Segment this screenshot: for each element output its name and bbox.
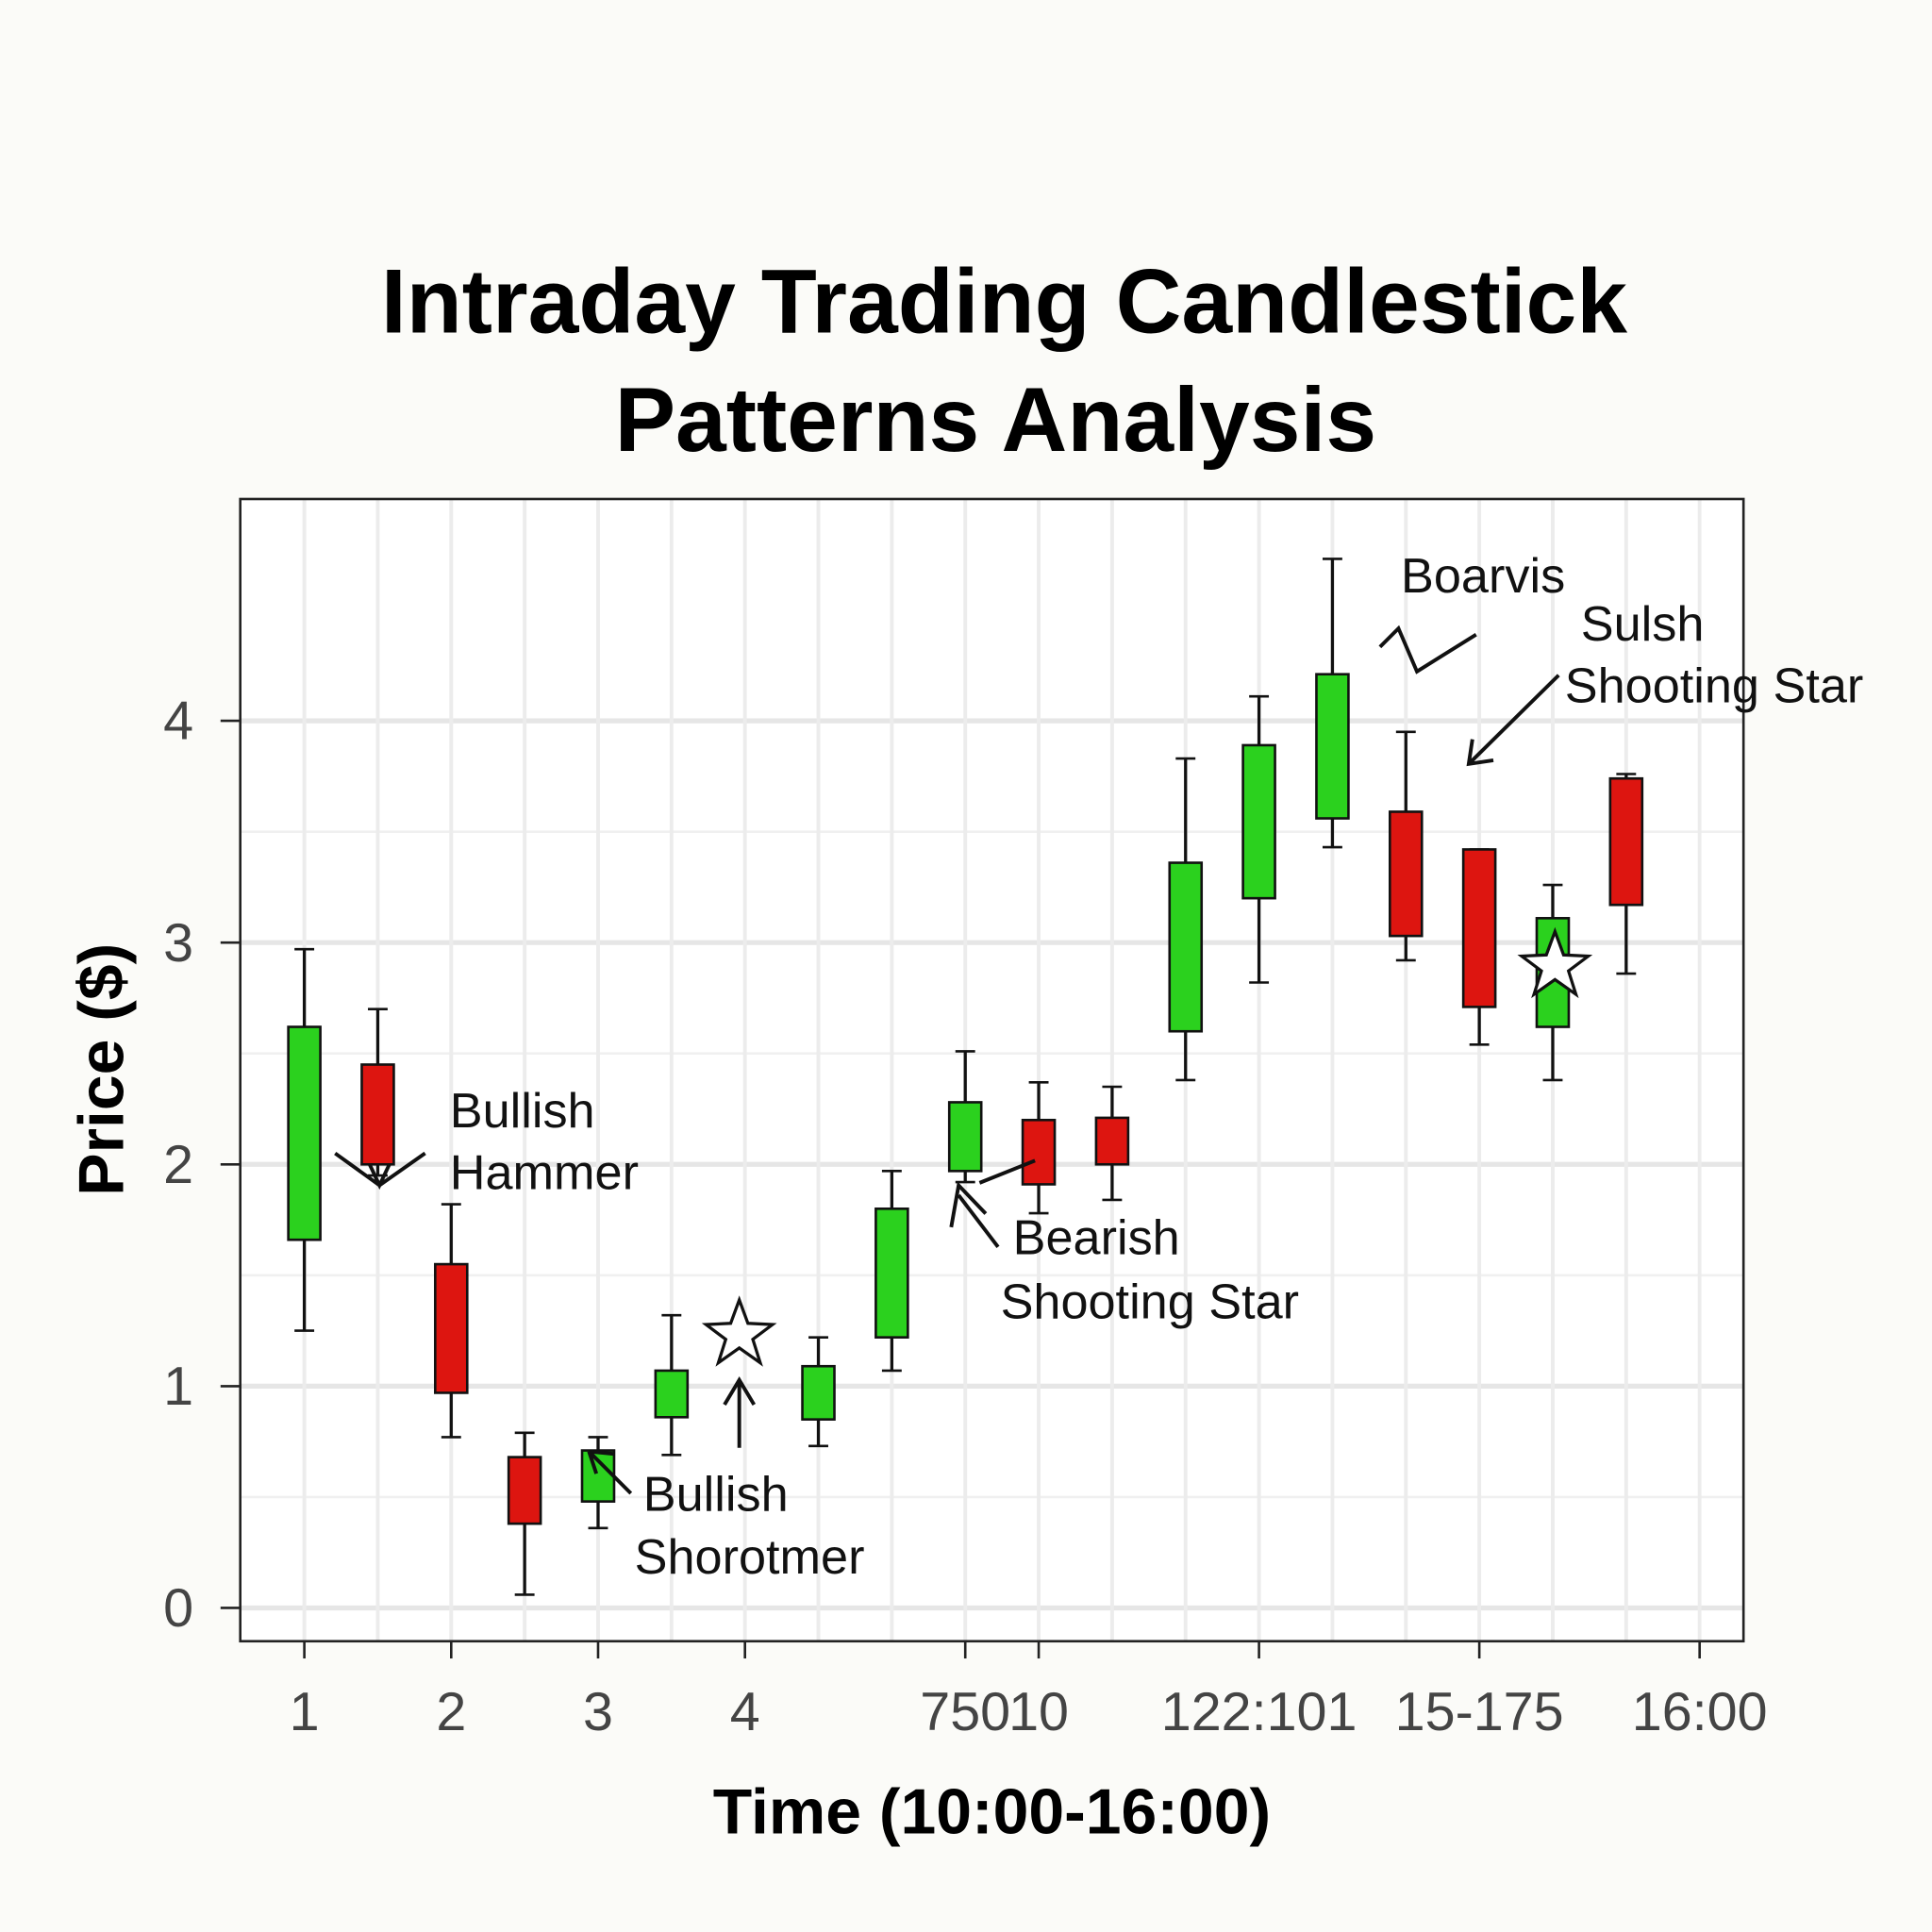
candle-body [1461,848,1497,1008]
annotation: Shooting Star [1565,658,1864,713]
candle-body [947,1101,983,1173]
arrow [949,1181,1000,1248]
x-tick-label: 750 [920,1682,1010,1742]
y-tick-label: 2 [163,1135,193,1195]
candle-body [1315,673,1350,820]
candle-body [1021,1118,1057,1186]
candle-body [507,1456,542,1525]
candle-body [1389,810,1424,938]
candles [287,558,1644,1596]
annotation: Hammer [450,1145,639,1200]
annotation: Shorotmer [635,1530,865,1585]
arrow [1378,625,1477,675]
x-tick-label: 10 [1008,1682,1069,1742]
x-tick-label: 4 [730,1682,760,1742]
star-marker [1517,926,1593,999]
arrow [723,1376,757,1448]
annotation: Bullish [450,1084,595,1139]
annotation: Sulsh [1581,597,1705,652]
annotation: Bearish [1013,1211,1180,1266]
arrow [978,1158,1036,1185]
star-marker [701,1295,777,1367]
annotation: Bullish [643,1467,789,1522]
candle-body [434,1262,469,1394]
y-tick-label: 1 [163,1357,193,1417]
x-tick-label: 2 [436,1682,466,1742]
y-axis-label: Price ($) [67,943,138,1196]
chart-title: Patterns Analysis [615,370,1376,471]
candle-body [874,1207,909,1339]
y-tick-label: 3 [163,913,193,974]
y-tick-label: 0 [163,1578,193,1639]
candle-body [1608,776,1644,907]
x-tick-label: 122:101 [1161,1682,1357,1742]
arrow [1466,674,1560,767]
stars [701,926,1593,1367]
plot-frame [239,497,1745,1643]
x-tick-label: 16:00 [1632,1682,1768,1742]
annotation: Boarvis [1401,549,1565,604]
y-tick-label: 4 [163,691,193,752]
annotation: Shooting Star [1001,1275,1300,1330]
candle-body [360,1063,395,1166]
x-tick-label: 15-175 [1395,1682,1564,1742]
arrow [334,1151,426,1191]
annotation-arrows [334,625,1560,1495]
candle-body [1168,861,1204,1033]
plot-area [240,498,1744,1641]
x-axis-label: Time (10:00-16:00) [713,1777,1271,1848]
arrow [587,1449,633,1495]
x-tick-label: 1 [290,1682,320,1742]
x-tick-label: 3 [583,1682,613,1742]
chart-title: Intraday Trading Candlestick [381,252,1627,353]
candle-body [287,1025,322,1241]
candle-body [654,1369,690,1419]
candle-body [1094,1116,1130,1166]
candle-body [801,1364,836,1421]
candle-body [1241,743,1276,900]
